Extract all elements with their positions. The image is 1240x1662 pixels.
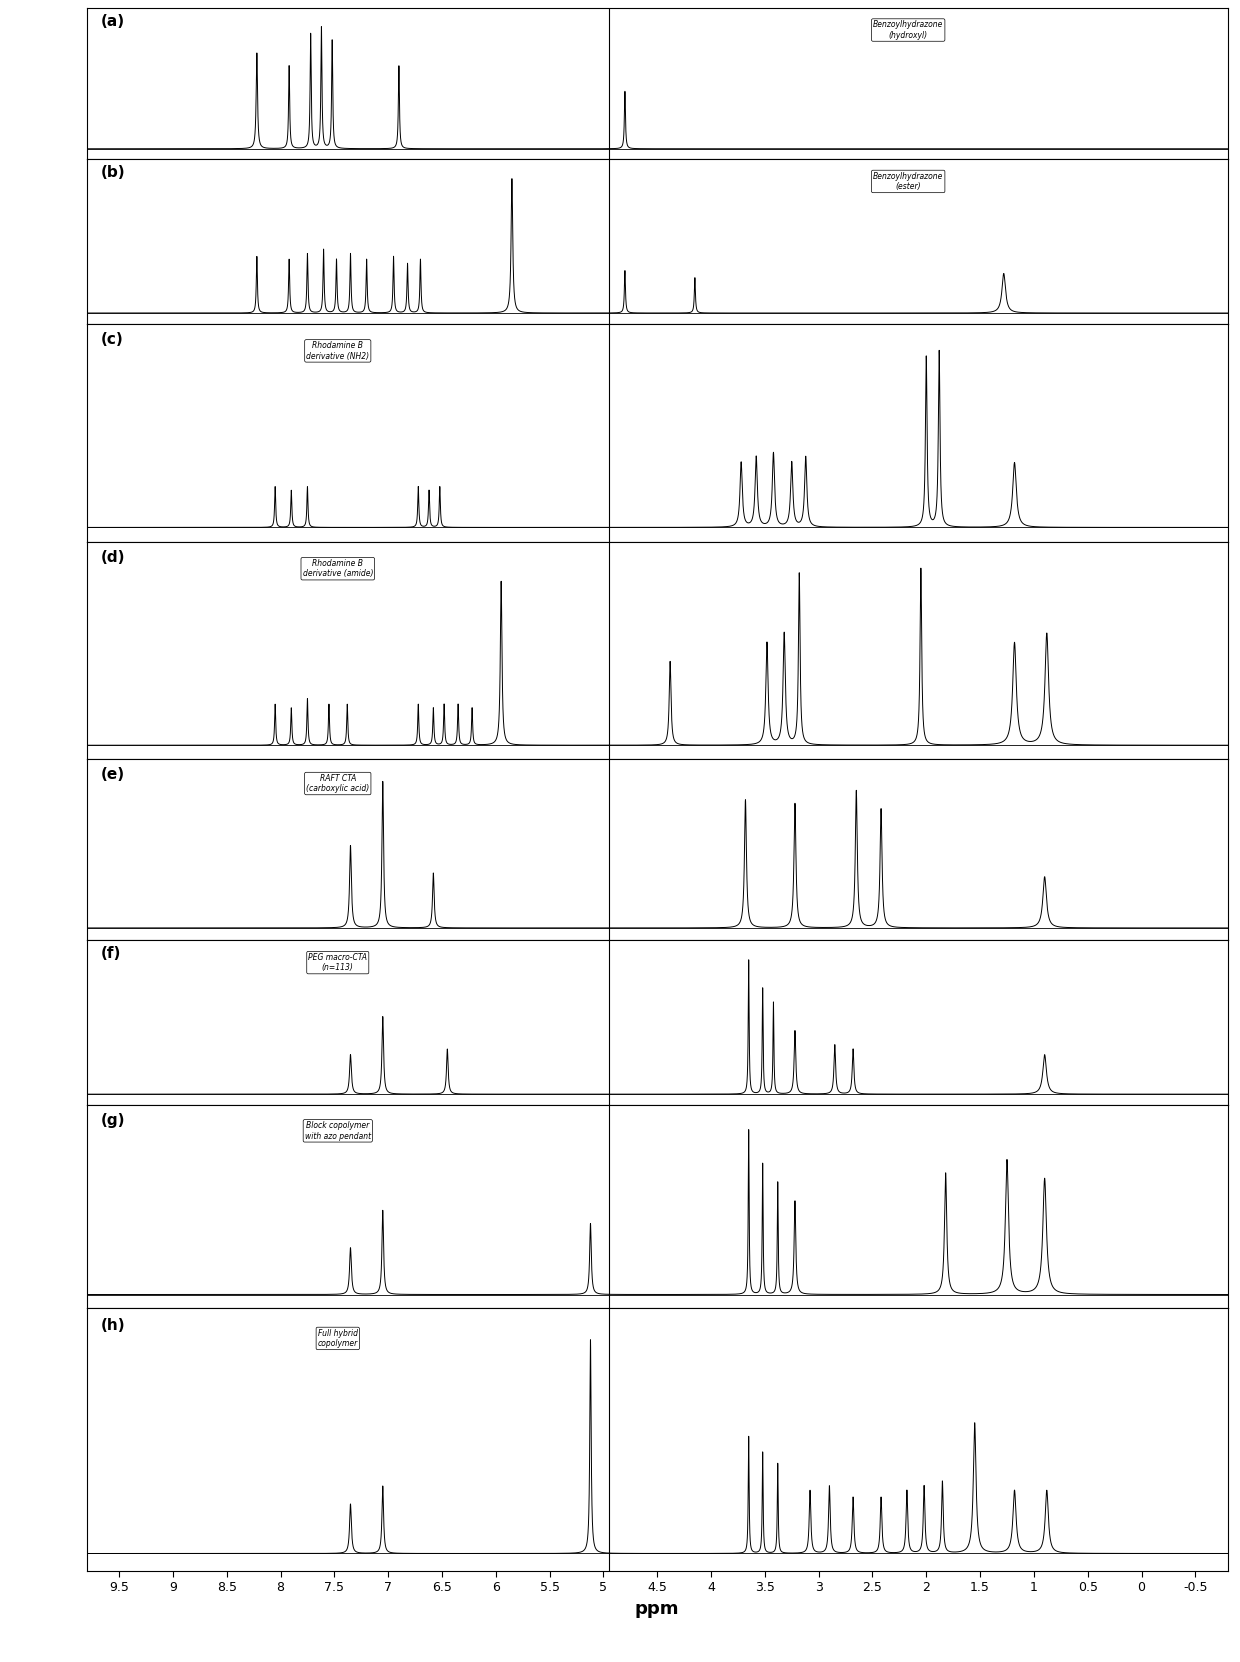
Text: Benzoylhydrazone
(ester): Benzoylhydrazone (ester) — [873, 171, 944, 191]
Text: Benzoylhydrazone
(hydroxyl): Benzoylhydrazone (hydroxyl) — [873, 20, 944, 40]
Text: (c): (c) — [100, 332, 123, 347]
Text: RAFT CTA
(carboxylic acid): RAFT CTA (carboxylic acid) — [306, 774, 370, 793]
Text: Block copolymer
with azo pendant: Block copolymer with azo pendant — [305, 1122, 371, 1140]
Text: (a): (a) — [100, 15, 124, 30]
Text: Rhodamine B
derivative (amide): Rhodamine B derivative (amide) — [303, 558, 373, 578]
Text: (f): (f) — [100, 946, 120, 961]
Text: Rhodamine B
derivative (NH2): Rhodamine B derivative (NH2) — [306, 341, 370, 361]
Text: (d): (d) — [100, 550, 125, 565]
X-axis label: ppm: ppm — [635, 1599, 680, 1617]
Text: PEG macro-CTA
(n=113): PEG macro-CTA (n=113) — [309, 952, 367, 972]
Text: (b): (b) — [100, 165, 125, 179]
Text: (h): (h) — [100, 1318, 125, 1333]
Text: Full hybrid
copolymer: Full hybrid copolymer — [317, 1328, 358, 1348]
Text: (e): (e) — [100, 766, 124, 781]
Text: (g): (g) — [100, 1114, 125, 1128]
